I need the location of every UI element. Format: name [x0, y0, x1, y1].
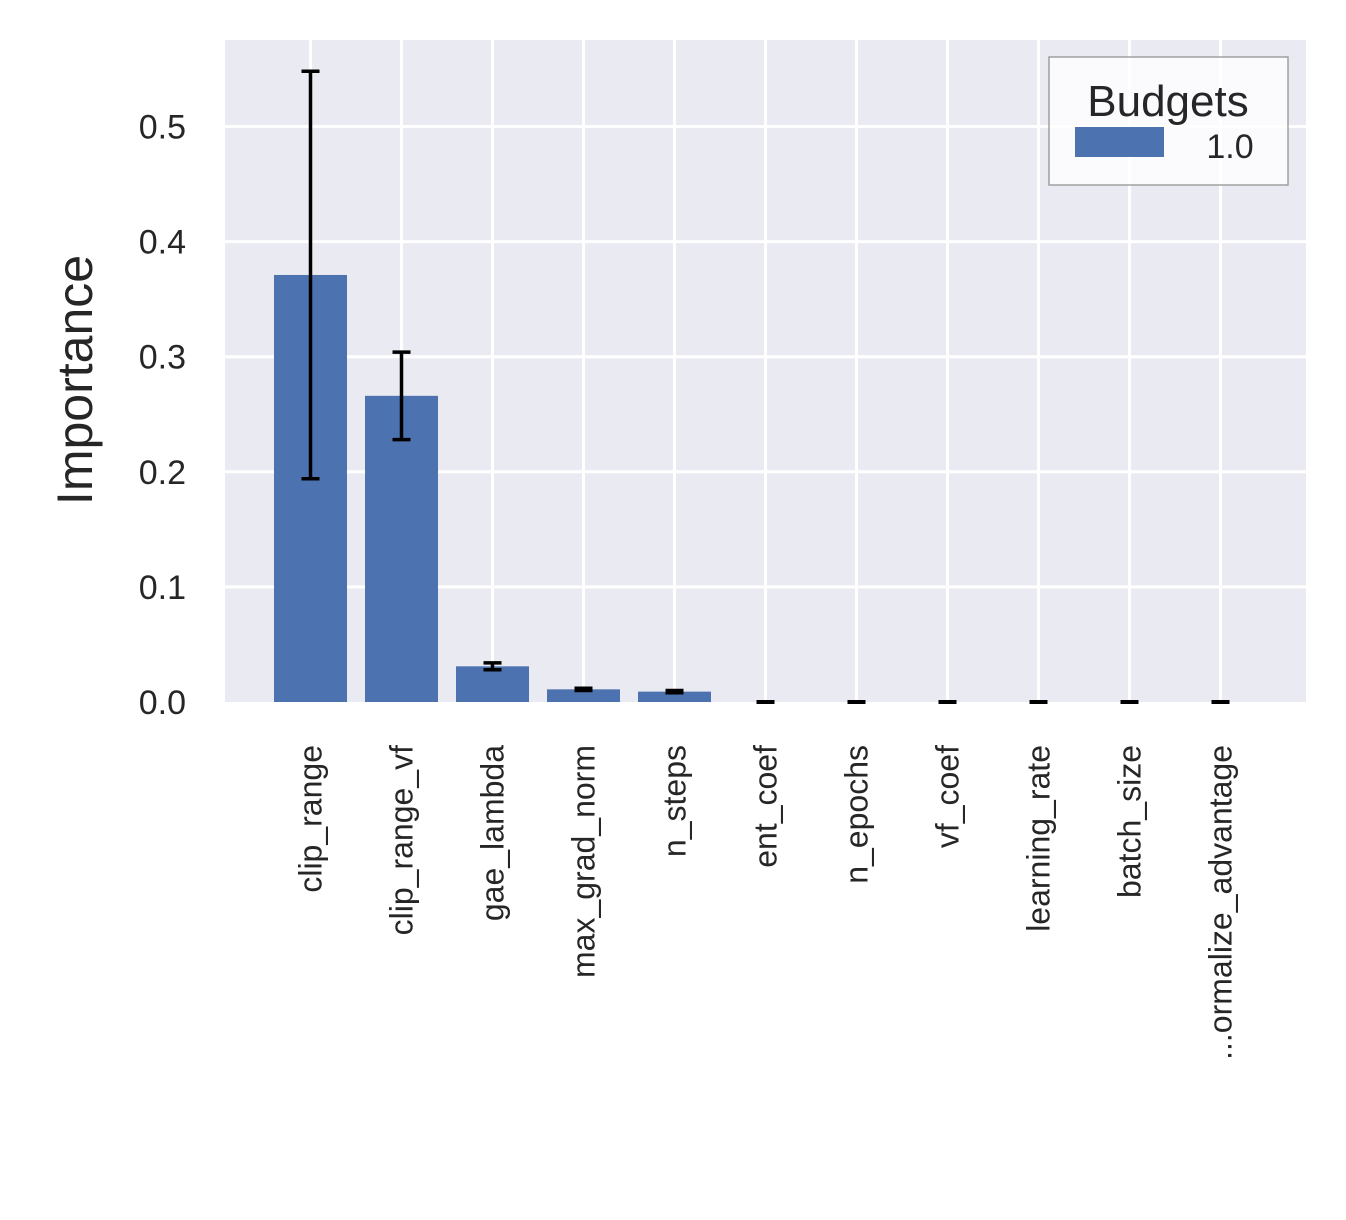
legend-label: 1.0 — [1206, 128, 1253, 166]
y-tick-label: 0.4 — [139, 224, 186, 262]
x-tick-label: batch_size — [1112, 745, 1148, 898]
x-tick-label: ent_coef — [748, 745, 784, 868]
bar — [547, 689, 620, 702]
x-tick-label: clip_range — [293, 745, 329, 893]
x-tick-label: gae_lambda — [475, 745, 511, 921]
x-tick-label: n_epochs — [839, 745, 875, 884]
y-tick-label: 0.5 — [139, 109, 186, 147]
y-axis-title: Importance — [47, 255, 103, 505]
x-tick-label: n_steps — [657, 745, 693, 857]
y-axis-ticks: 0.0 0.1 0.2 0.3 0.4 0.5 — [139, 109, 186, 723]
error-bar — [574, 686, 593, 693]
y-tick-label: 0.0 — [139, 684, 186, 722]
x-tick-label: max_grad_norm — [566, 745, 602, 978]
legend-box — [1048, 56, 1289, 186]
legend: Budgets 1.0 — [1048, 56, 1289, 186]
error-bar — [301, 69, 320, 481]
x-tick-label: clip_range_vf — [384, 745, 420, 935]
bar — [638, 691, 711, 702]
error-bar — [665, 688, 684, 695]
legend-title: Budgets — [1087, 77, 1248, 126]
error-bars — [301, 69, 1230, 704]
bar — [456, 666, 529, 702]
error-bar — [392, 350, 411, 442]
x-tick-label: learning_rate — [1021, 745, 1057, 932]
y-tick-label: 0.1 — [139, 569, 186, 607]
error-bar — [483, 661, 502, 672]
grid-lines — [225, 40, 1306, 702]
legend-swatch — [1075, 127, 1164, 157]
x-axis-ticks: clip_range clip_range_vf gae_lambda max_gra… — [293, 745, 1239, 1060]
bar — [365, 395, 438, 702]
y-tick-label: 0.2 — [139, 454, 186, 492]
x-tick-label: vf_coef — [930, 745, 966, 848]
y-tick-label: 0.3 — [139, 339, 186, 377]
x-tick-label: ...ormalize_advantage — [1203, 745, 1239, 1060]
